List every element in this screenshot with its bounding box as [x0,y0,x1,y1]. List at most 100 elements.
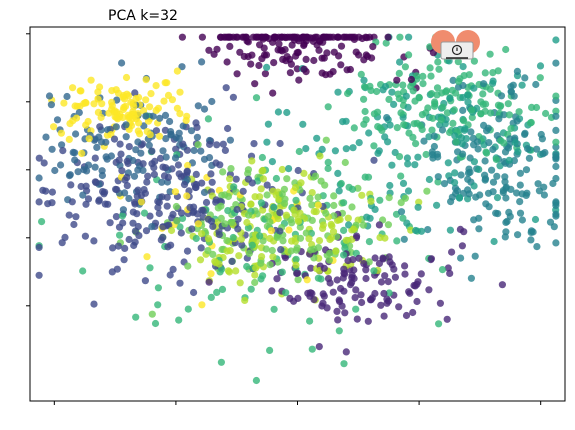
scatter-point [497,92,506,100]
scatter-point [129,156,137,165]
scatter-point [380,312,388,320]
scatter-point [399,179,408,187]
scatter-point [234,225,242,233]
scatter-point [495,115,503,123]
scatter-point [488,166,496,174]
scatter-point [506,135,514,143]
scatter-point [219,168,227,176]
scatter-point [177,209,186,217]
scatter-point [159,223,167,231]
scatter-point [446,226,454,234]
scatter-point [42,133,50,141]
scatter-point [299,120,307,128]
scatter-point [552,239,560,247]
scatter-point [252,376,260,385]
scatter-point [306,317,314,325]
scatter-point [451,132,459,140]
scatter-point [509,81,517,89]
scatter-point [325,256,333,264]
scatter-point [429,114,437,122]
scatter-point [542,109,550,118]
scatter-point [467,128,475,136]
scatter-point [274,258,282,266]
scatter-point [294,294,302,302]
scatter-point [166,271,174,279]
scatter-point [467,106,475,114]
scatter-point [349,225,357,233]
scatter-point [341,309,349,317]
chart-title: PCA k=32 [108,8,178,24]
scatter-point [318,145,326,153]
scatter-point [384,278,392,286]
scatter-point [395,153,404,161]
scatter-point [292,52,300,60]
scatter-point [154,301,162,309]
scatter-point [521,74,529,82]
scatter-point [215,231,223,239]
scatter-point [71,156,79,164]
scatter-point [136,130,144,138]
scatter-point [190,146,198,155]
scatter-point [250,140,258,148]
scatter-point [162,153,170,161]
scatter-point [257,199,265,207]
scatter-point [228,218,236,226]
scatter-point [184,161,192,170]
scatter-point [281,254,289,262]
scatter-point [552,36,560,44]
scatter-point [252,264,260,272]
scatter-point [462,135,470,143]
scatter-point [307,246,315,254]
scatter-point [255,61,263,70]
scatter-point [192,170,200,178]
scatter-point [175,135,183,143]
scatter-point [381,133,389,141]
scatter-point [458,140,466,148]
scatter-point [296,234,305,242]
scatter-point [434,153,442,161]
scatter-point [521,129,529,137]
scatter-point [69,84,77,92]
scatter-point [382,39,390,47]
scatter-point [180,181,189,189]
scatter-point [125,235,133,244]
scatter-point [99,188,107,196]
scatter-point [194,102,202,110]
scatter-point [393,237,401,245]
scatter-point [163,193,171,201]
scatter-point [74,168,82,176]
scatter-point [140,209,149,217]
scatter-point [252,94,261,102]
scatter-point [489,77,497,85]
scatter-point [122,73,131,82]
scatter-point [419,80,427,88]
scatter-point [48,188,57,196]
scatter-point [341,33,349,41]
scatter-point [374,123,382,131]
scatter-point [423,187,431,195]
scatter-point [288,219,296,227]
scatter-point [71,102,79,110]
scatter-point [425,175,433,184]
scatter-point [146,103,154,111]
scatter-point [247,200,255,208]
scatter-point [406,289,414,297]
scatter-point [123,182,131,190]
scatter-point [204,247,212,255]
scatter-point [436,299,444,307]
scatter-point [516,169,525,177]
scatter-point [134,138,142,146]
scatter-point [84,195,93,203]
scatter-point [291,183,300,192]
scatter-point [279,237,287,245]
scatter-point [257,275,265,283]
scatter-point [233,70,241,78]
scatter-point [228,257,236,265]
scatter-point [449,119,457,127]
scatter-point [354,184,362,192]
scatter-point [128,115,136,123]
scatter-point [149,112,157,120]
scatter-point [433,91,441,99]
scatter-point [263,181,271,189]
scatter-point [494,210,502,218]
